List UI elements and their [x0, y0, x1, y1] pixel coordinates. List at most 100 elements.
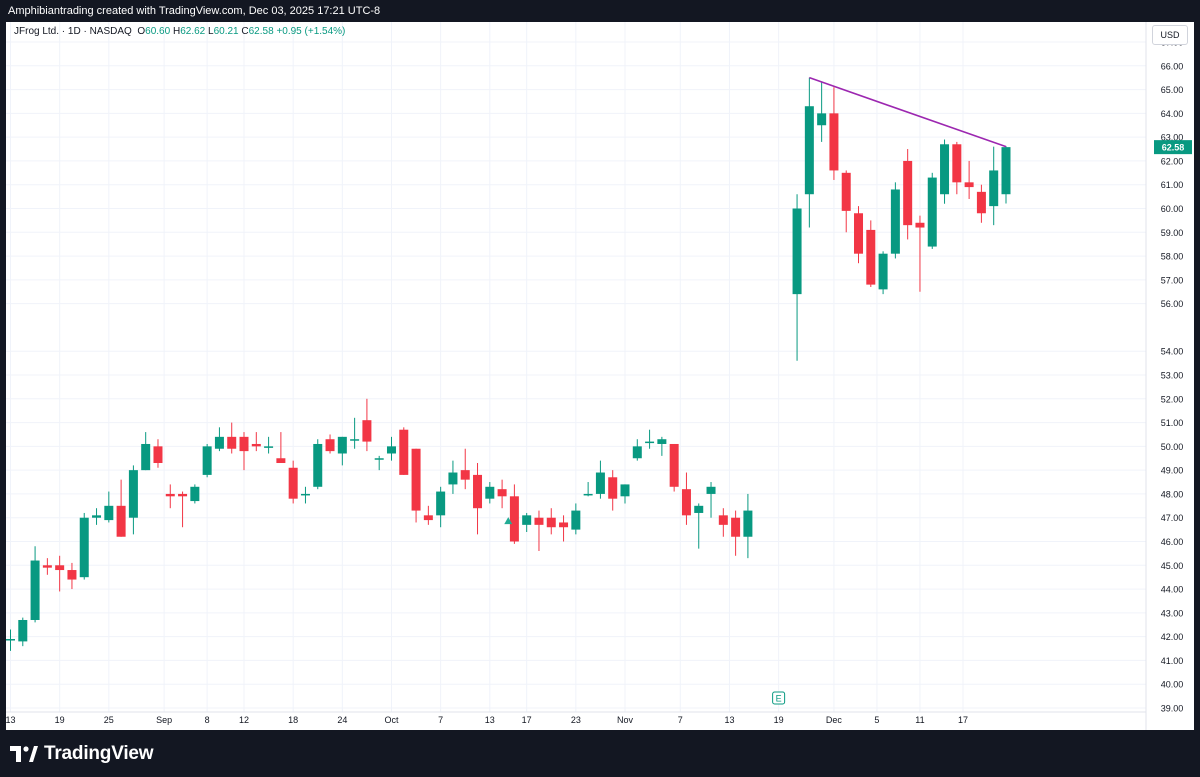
candles-layer	[6, 77, 1011, 651]
candle-body	[423, 515, 433, 521]
candle-body	[92, 515, 102, 518]
high-label: H	[172, 26, 181, 37]
candle-body	[362, 420, 372, 442]
candle-body	[804, 106, 814, 195]
x-tick-label: 13	[485, 715, 495, 725]
y-tick-label: 48.00	[1161, 489, 1184, 499]
low-label: L	[208, 26, 214, 37]
candle-body	[989, 170, 999, 207]
candle-body	[534, 517, 544, 525]
candle-body	[841, 172, 851, 211]
candle-body	[571, 510, 581, 530]
candle-body	[264, 446, 274, 448]
candle-body	[866, 229, 876, 285]
y-tick-label: 64.00	[1161, 109, 1184, 119]
candle-body	[300, 493, 310, 496]
y-tick-label: 59.00	[1161, 228, 1184, 238]
candle-body	[583, 493, 593, 496]
candle-body	[411, 448, 421, 511]
y-tick-label: 58.00	[1161, 252, 1184, 262]
candle-body	[448, 472, 458, 485]
candle-body	[30, 560, 40, 620]
candle-body	[915, 222, 925, 228]
x-tick-label: 17	[958, 715, 968, 725]
candle-body	[239, 436, 249, 452]
earnings-marker-label: E	[776, 694, 782, 704]
candlestick-chart[interactable]: E 67.0066.0065.0064.0063.0062.0061.0060.…	[6, 22, 1194, 730]
y-tick-label: 44.00	[1161, 585, 1184, 595]
symbol-title: JFrog Ltd. · 1D · NASDAQ	[14, 26, 132, 37]
candle-body	[522, 515, 532, 525]
x-tick-label: 8	[205, 715, 210, 725]
change-value: +0.95 (+1.54%)	[276, 26, 346, 37]
x-tick-label: 19	[774, 715, 784, 725]
footer-bar	[0, 730, 1200, 777]
x-tick-label: Oct	[384, 715, 399, 725]
candle-body	[42, 565, 52, 568]
overlay-layer: E	[504, 76, 1007, 705]
candle-body	[18, 619, 28, 642]
open-value: 60.60	[145, 26, 171, 37]
y-tick-label: 43.00	[1161, 608, 1184, 618]
last-price-label: 62.58	[1162, 143, 1185, 153]
candle-body	[473, 474, 483, 509]
candle-body	[927, 177, 937, 247]
time-axis: 13 19 25 Sep 8 12 18 24 Oct 7 13 17 23 Nov 7 13 19 Dec 5 11…	[6, 711, 1146, 725]
signal-up-arrow-icon	[504, 517, 513, 525]
x-tick-label: 5	[874, 715, 879, 725]
y-tick-label: 57.00	[1161, 275, 1184, 285]
candle-body	[706, 486, 716, 494]
price-axis: 67.0066.0065.0064.0063.0062.0061.0060.00…	[1145, 22, 1192, 730]
candle-body	[202, 446, 212, 475]
x-tick-label: 7	[678, 715, 683, 725]
candle-body	[546, 517, 556, 528]
y-tick-label: 50.00	[1161, 442, 1184, 452]
x-tick-label: Sep	[156, 715, 172, 725]
candle-body	[104, 505, 114, 521]
candle-body	[976, 191, 986, 214]
candle-body	[325, 439, 335, 452]
currency-button[interactable]: USD	[1152, 25, 1188, 45]
x-tick-label: Nov	[617, 715, 634, 725]
candle-body	[128, 470, 138, 518]
candle-body	[399, 429, 409, 475]
x-tick-label: 23	[571, 715, 581, 725]
y-tick-label: 52.00	[1161, 394, 1184, 404]
candle-body	[1001, 147, 1011, 195]
candle-body	[67, 570, 77, 580]
candle-body	[890, 189, 900, 254]
candle-body	[165, 493, 175, 497]
candle-body	[190, 486, 200, 502]
y-tick-label: 46.00	[1161, 537, 1184, 547]
candle-body	[620, 484, 630, 497]
x-tick-label: 18	[288, 715, 298, 725]
y-tick-label: 54.00	[1161, 347, 1184, 357]
candle-body	[608, 477, 618, 499]
candle-body	[227, 436, 237, 449]
high-value: 62.62	[180, 26, 206, 37]
candle-body	[337, 436, 347, 454]
x-tick-label: 17	[522, 715, 532, 725]
y-tick-label: 47.00	[1161, 513, 1184, 523]
candle-body	[153, 446, 163, 464]
candle-body	[743, 510, 753, 537]
candle-body	[497, 489, 507, 497]
candle-body	[79, 517, 89, 578]
candle-body	[460, 470, 470, 480]
chart-pane[interactable]	[6, 22, 1194, 730]
y-tick-label: 51.00	[1161, 418, 1184, 428]
y-tick-label: 61.00	[1161, 180, 1184, 190]
y-tick-label: 40.00	[1161, 680, 1184, 690]
tradingview-logo[interactable]: TradingView	[10, 742, 154, 766]
low-value: 60.21	[213, 26, 239, 37]
candle-body	[645, 441, 655, 444]
symbol-legend: JFrog Ltd. · 1D · NASDAQ O60.60 H62.62 L…	[14, 26, 345, 37]
candle-body	[829, 113, 839, 171]
attribution-text: Amphibiantrading created with TradingVie…	[8, 5, 381, 17]
candle-body	[485, 486, 495, 499]
y-tick-label: 42.00	[1161, 632, 1184, 642]
candle-body	[657, 439, 667, 444]
y-tick-label: 45.00	[1161, 561, 1184, 571]
candle-body	[694, 505, 704, 513]
open-label: O	[137, 26, 146, 37]
